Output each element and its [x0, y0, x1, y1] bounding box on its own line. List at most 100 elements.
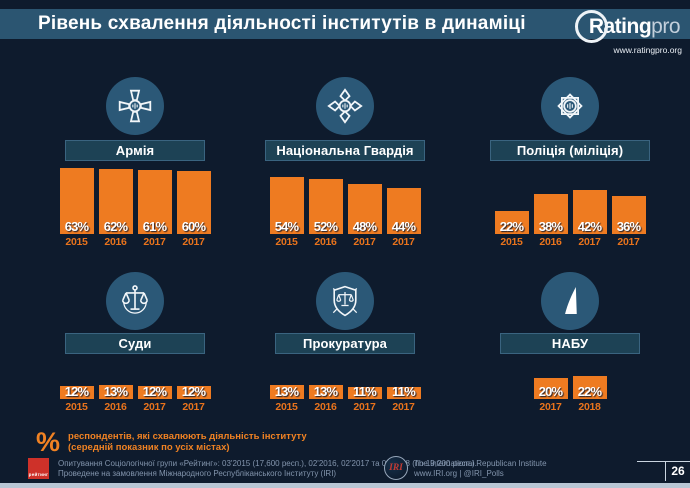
bar-column: 13% 2016 [98, 385, 133, 413]
bar: 22% [572, 376, 607, 399]
institution-label: Армія [115, 143, 155, 158]
institution-label-bar: Поліція (міліція) [490, 140, 650, 161]
bar-column: 52% 2016 [308, 179, 343, 248]
prosecutor-shield-icon [316, 272, 374, 330]
nabu-logo-icon [541, 272, 599, 330]
institution-label: НАБУ [551, 336, 589, 351]
iri-line1: The International Republican Institute [414, 459, 547, 468]
bar: 20% [533, 378, 568, 399]
bar-value-label: 36% [616, 219, 641, 234]
bar-value-label: 22% [577, 384, 602, 399]
bar-value-label: 61% [142, 219, 167, 234]
bar-year-label: 2015 [275, 401, 298, 413]
bar-year-label: 2017 [539, 401, 562, 413]
institution-label: Поліція (міліція) [516, 143, 624, 158]
panel-national-guard: Національна Гвардія 54% 2015 52% 2016 48% 201… [257, 75, 433, 250]
bar-value-label: 54% [274, 219, 299, 234]
bar-year-label: 2016 [539, 236, 562, 248]
bar-year-label: 2015 [65, 401, 88, 413]
source-line1: Опитування Соціологічної групи «Рейтинг»… [58, 459, 477, 468]
panel-army: Армія 63% 2015 62% 2016 61% 2017 60% 2017 [47, 75, 223, 250]
bar: 48% [347, 184, 382, 234]
bar: 12% [176, 385, 211, 399]
bar-chart: 20% 2017 22% 2018 [482, 376, 658, 413]
page-number-divider-h [637, 461, 690, 462]
bar-year-label: 2018 [578, 401, 601, 413]
bar-year-label: 2017 [578, 236, 601, 248]
panel-police: Поліція (міліція) 22% 2015 38% 2016 42% 2017 3… [482, 75, 658, 250]
bar-value-label: 13% [103, 384, 128, 399]
bar: 61% [137, 170, 172, 234]
bar-column: 54% 2015 [269, 177, 304, 248]
bar-column: 13% 2015 [269, 385, 304, 413]
bar-value-label: 13% [313, 384, 338, 399]
bar-value-label: 12% [181, 384, 206, 399]
ratingpro-wordmark: Ratingpro [562, 8, 684, 43]
bar-column: 48% 2017 [347, 184, 382, 248]
bar-year-label: 2017 [182, 401, 205, 413]
percent-note: % респондентів, які схвалюють діяльність… [36, 427, 307, 457]
bar-year-label: 2017 [353, 236, 376, 248]
bar-column: 12% 2017 [176, 385, 211, 413]
bar-year-label: 2017 [617, 236, 640, 248]
bar-column: 11% 2017 [386, 385, 421, 413]
bar-value-label: 62% [103, 219, 128, 234]
bar-column: 62% 2016 [98, 169, 133, 248]
bar-value-label: 11% [392, 384, 416, 399]
bar: 11% [347, 385, 382, 399]
bar-year-label: 2015 [275, 236, 298, 248]
percent-symbol: % [36, 427, 61, 457]
bar-value-label: 42% [577, 219, 602, 234]
institution-label-bar: НАБУ [500, 333, 640, 354]
bar-year-label: 2017 [392, 401, 415, 413]
themis-justice-icon [106, 272, 164, 330]
bar: 13% [269, 385, 304, 399]
source-note: Опитування Соціологічної групи «Рейтинг»… [58, 459, 477, 479]
bar-year-label: 2015 [65, 236, 88, 248]
bar-value-label: 13% [274, 384, 299, 399]
bar: 60% [176, 171, 211, 234]
bar-column: 13% 2016 [308, 385, 343, 413]
bar: 13% [98, 385, 133, 399]
bar-year-label: 2017 [143, 236, 166, 248]
bar-year-label: 2015 [500, 236, 523, 248]
bar-chart: 22% 2015 38% 2016 42% 2017 36% 2017 [482, 190, 658, 248]
page-title: Рівень схвалення діяльності інститутів в… [38, 13, 526, 34]
bar-column: 22% 2018 [572, 376, 607, 413]
bar-value-label: 11% [353, 384, 377, 399]
page-number: 26 [671, 464, 685, 478]
bar-year-label: 2017 [353, 401, 376, 413]
bar: 52% [308, 179, 343, 234]
bar-value-label: 38% [538, 219, 563, 234]
bar-column: 60% 2017 [176, 171, 211, 248]
bar-column: 63% 2015 [59, 168, 94, 248]
bar-year-label: 2016 [314, 401, 337, 413]
ratingpro-logo: Ratingpro www.ratingpro.org [562, 8, 684, 55]
bar-year-label: 2017 [182, 236, 205, 248]
bar-column: 22% 2015 [494, 211, 529, 248]
bar-value-label: 44% [391, 219, 416, 234]
bar: 22% [494, 211, 529, 234]
bar-year-label: 2016 [104, 236, 127, 248]
source-line2: Проведене на замовлення Міжнародного Рес… [58, 469, 337, 478]
bar: 36% [611, 196, 646, 234]
bar-year-label: 2016 [104, 401, 127, 413]
bar-year-label: 2016 [314, 236, 337, 248]
bottom-strip [0, 483, 690, 488]
page-number-divider-v [665, 461, 666, 481]
note-line2: (середній показник по усіх містах) [68, 442, 230, 453]
bar-value-label: 60% [181, 219, 206, 234]
police-badge-icon [541, 77, 599, 135]
bar-value-label: 12% [142, 384, 167, 399]
army-emblem-icon [106, 77, 164, 135]
bar: 62% [98, 169, 133, 234]
institution-label-bar: Національна Гвардія [265, 140, 425, 161]
bar: 42% [572, 190, 607, 234]
bar-value-label: 12% [64, 384, 89, 399]
panel-courts: Суди 12% 2015 13% 2016 12% 2017 12% 2017 [47, 270, 223, 415]
rating-logo-label: рейтинг [28, 472, 49, 477]
ratingpro-url: www.ratingpro.org [613, 45, 682, 55]
iri-logo-label: IRI [389, 463, 403, 473]
institution-label: Прокуратура [303, 336, 387, 351]
